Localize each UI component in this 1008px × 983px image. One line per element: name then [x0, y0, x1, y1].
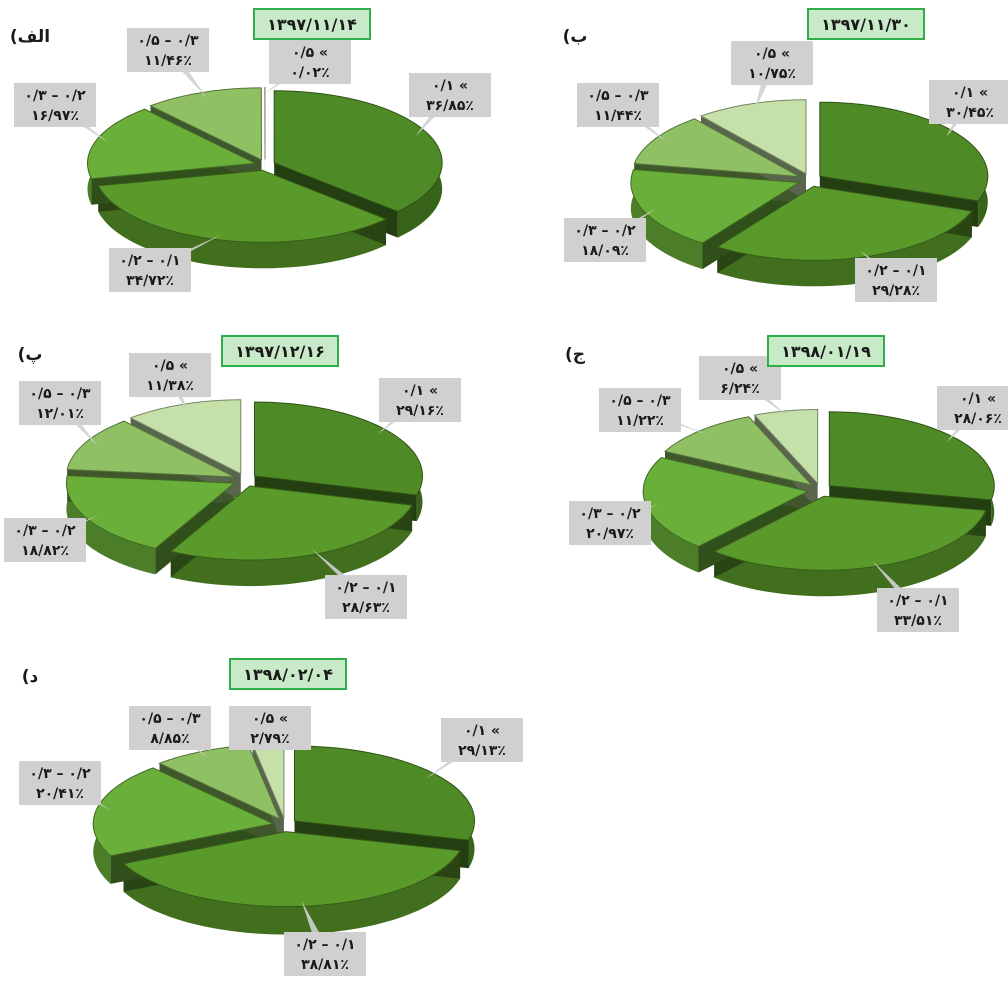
chart-date: ۱۳۹۸/۰۲/۰۴ [243, 665, 333, 684]
slice-percent-label: ۳۶/۸۵٪ [426, 98, 474, 114]
slice-percent-label: ۲۹/۲۸٪ [872, 283, 920, 299]
slice-range-label: » ۰/۵ [152, 358, 188, 374]
slice-range-label: » ۰/۱ [464, 723, 500, 739]
slice-percent-label: ۲۹/۱۳٪ [458, 743, 506, 759]
slice-percent-label: ۱۸/۰۹٪ [581, 243, 629, 259]
slice-percent-label: ۳۰/۴۵٪ [946, 105, 994, 121]
slice-percent-label: ۱۱/۳۸٪ [146, 378, 194, 394]
slice-range-label: » ۰/۱ [952, 85, 988, 101]
pie-chart-1: » ۰/۱ ۳۶/۸۵٪ ۰/۱ – ۰/۲ ۳۴/۷۲٪ ۰/۲ – ۰/۳ ۱۶/۹۷… [10, 9, 491, 292]
slice-range-label: » ۰/۵ [292, 45, 328, 61]
pie-chart-4: » ۰/۱ ۲۸/۰۶٪ ۰/۱ – ۰/۲ ۳۳/۵۱٪ ۰/۲ – ۰/۳ ۲۰/۹۷… [565, 336, 1008, 632]
slice-percent-label: ۰/۰۲٪ [290, 65, 329, 81]
chart-date: ۱۳۹۸/۰۱/۱۹ [781, 342, 871, 361]
chart-date: ۱۳۹۷/۱۱/۱۴ [267, 15, 357, 34]
slice-range-label: ۰/۲ – ۰/۳ [24, 88, 86, 104]
pie-tops [66, 400, 422, 560]
slice-range-label: ۰/۳ – ۰/۵ [139, 711, 201, 727]
slice-percent-label: ۱۶/۹۷٪ [31, 108, 79, 124]
slice-range-label: ۰/۱ – ۰/۲ [335, 580, 396, 596]
slice-percent-label: ۳۴/۷۲٪ [126, 273, 174, 289]
slice-range-label: » ۰/۵ [722, 361, 758, 377]
slice-percent-label: ۲۸/۰۶٪ [954, 411, 1002, 427]
slice-percent-label: ۸/۸۵٪ [150, 731, 189, 747]
slice-percent-label: ۲۰/۴۱٪ [36, 786, 84, 802]
slice-percent-label: ۱۲/۰۱٪ [36, 406, 84, 422]
slice-percent-label: ۱۱/۴۴٪ [594, 108, 642, 124]
slice-percent-label: ۱۱/۲۲٪ [616, 413, 664, 429]
slice-range-label: ۰/۱ – ۰/۲ [865, 263, 926, 279]
slice-percent-label: ۱۸/۸۲٪ [21, 543, 69, 559]
slice-range-label: » ۰/۵ [754, 46, 790, 62]
slice-range-label: » ۰/۱ [432, 78, 468, 94]
slice-percent-label: ۳۳/۵۱٪ [894, 613, 942, 629]
slice-range-label: ۰/۲ – ۰/۳ [574, 223, 636, 239]
slice-range-label: » ۰/۱ [402, 383, 438, 399]
slice-range-label: ۰/۳ – ۰/۵ [137, 33, 199, 49]
chart-date: ۱۳۹۷/۱۱/۳۰ [821, 15, 911, 34]
chart-date: ۱۳۹۷/۱۲/۱۶ [235, 342, 325, 361]
slice-percent-label: ۲۰/۹۷٪ [586, 526, 634, 542]
slice-range-label: ۰/۲ – ۰/۳ [29, 766, 91, 782]
panel-label: (ج [565, 345, 586, 365]
slice-range-label: ۰/۲ – ۰/۳ [579, 506, 641, 522]
panel-label: (د [22, 667, 39, 687]
panel-label: (الف [10, 27, 50, 47]
pie-chart-2: » ۰/۱ ۳۰/۴۵٪ ۰/۱ – ۰/۲ ۲۹/۲۸٪ ۰/۲ – ۰/۳ ۱۸/۰۹… [563, 9, 1008, 302]
slice-range-label: ۰/۳ – ۰/۵ [29, 386, 91, 402]
slice-percent-label: ۱۱/۴۶٪ [144, 53, 192, 69]
slice-percent-label: ۲۸/۶۳٪ [342, 600, 390, 616]
slice-percent-label: ۲/۷۹٪ [250, 731, 289, 747]
slice-range-label: ۰/۱ – ۰/۲ [119, 253, 180, 269]
slice-range-label: ۰/۱ – ۰/۲ [887, 593, 948, 609]
pie-chart-3: » ۰/۱ ۲۹/۱۶٪ ۰/۱ – ۰/۲ ۲۸/۶۳٪ ۰/۲ – ۰/۳ ۱۸/۸۲… [4, 336, 461, 619]
pie-chart-5: » ۰/۱ ۲۹/۱۳٪ ۰/۱ – ۰/۲ ۳۸/۸۱٪ ۰/۲ – ۰/۳ ۲۰/۴۱… [19, 659, 523, 976]
slice-range-label: ۰/۳ – ۰/۵ [609, 393, 671, 409]
slice-percent-label: ۶/۲۴٪ [720, 381, 759, 397]
slice-percent-label: ۳۸/۸۱٪ [301, 957, 349, 973]
slice-range-label: » ۰/۵ [252, 711, 288, 727]
panel-label: (پ [18, 345, 43, 365]
slice-percent-label: ۱۰/۷۵٪ [748, 66, 796, 82]
slice-range-label: ۰/۲ – ۰/۳ [14, 523, 76, 539]
slice-range-label: ۰/۳ – ۰/۵ [587, 88, 649, 104]
slice-percent-label: ۲۹/۱۶٪ [396, 403, 444, 419]
panel-label: (ب [563, 27, 588, 47]
slice-range-label: » ۰/۱ [960, 391, 996, 407]
slice-range-label: ۰/۱ – ۰/۲ [294, 937, 355, 953]
